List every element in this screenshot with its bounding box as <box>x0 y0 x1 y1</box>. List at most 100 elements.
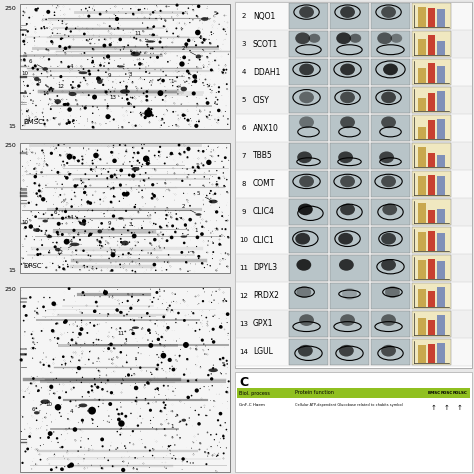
Point <box>96 320 103 328</box>
Point <box>44 46 52 54</box>
Point <box>66 378 74 385</box>
Point <box>28 171 36 179</box>
Point <box>172 455 179 463</box>
Point <box>225 156 232 164</box>
Point <box>26 170 34 177</box>
Point <box>139 69 147 76</box>
Point <box>27 148 34 155</box>
Point <box>210 434 218 441</box>
Point <box>194 29 201 36</box>
Point <box>83 261 91 269</box>
Point <box>195 33 203 41</box>
Point <box>80 51 88 59</box>
Point <box>186 419 193 427</box>
Point <box>77 105 84 113</box>
Point <box>112 181 119 189</box>
Point <box>219 400 226 408</box>
Point <box>95 30 103 38</box>
Point <box>169 190 177 197</box>
Ellipse shape <box>295 32 310 44</box>
Point <box>163 410 171 418</box>
Point <box>133 87 141 95</box>
Point <box>208 336 216 343</box>
Point <box>46 430 54 438</box>
Text: ↑: ↑ <box>444 405 450 411</box>
Point <box>212 54 220 61</box>
Point <box>135 208 142 216</box>
Point <box>79 417 86 424</box>
Point <box>115 416 123 423</box>
Point <box>171 392 179 400</box>
Point <box>109 64 117 72</box>
Point <box>63 353 71 360</box>
Point <box>112 75 120 83</box>
Point <box>46 263 54 271</box>
Point <box>46 32 54 40</box>
Point <box>94 327 102 335</box>
Point <box>85 91 92 99</box>
Point <box>40 160 48 167</box>
Point <box>85 445 92 453</box>
Point <box>127 213 134 220</box>
Point <box>158 333 165 341</box>
Point <box>190 267 198 275</box>
Point <box>51 9 58 16</box>
Point <box>131 42 139 50</box>
Point <box>154 36 161 44</box>
Point <box>118 420 125 428</box>
Point <box>85 266 93 274</box>
Point <box>119 263 127 271</box>
Point <box>205 61 213 68</box>
Point <box>125 59 132 66</box>
Point <box>89 196 96 203</box>
Point <box>115 178 123 185</box>
Text: DPYL3: DPYL3 <box>253 264 277 273</box>
Point <box>162 207 170 214</box>
Point <box>133 292 140 299</box>
Point <box>127 33 134 41</box>
Point <box>205 64 212 71</box>
Point <box>165 187 173 194</box>
Point <box>99 389 106 396</box>
Point <box>220 372 228 379</box>
Point <box>171 327 179 334</box>
Point <box>56 119 64 127</box>
Point <box>178 60 186 68</box>
Point <box>78 319 85 327</box>
Point <box>125 465 132 473</box>
Point <box>156 340 164 347</box>
Point <box>115 122 122 129</box>
Point <box>95 341 102 349</box>
Point <box>46 90 54 98</box>
Point <box>187 260 194 268</box>
Point <box>209 382 216 390</box>
Point <box>141 115 149 122</box>
Point <box>218 262 225 269</box>
Point <box>47 447 55 455</box>
Point <box>201 124 209 132</box>
Point <box>96 374 103 382</box>
Point <box>89 388 97 396</box>
Point <box>189 6 197 13</box>
Point <box>147 77 155 84</box>
Ellipse shape <box>338 233 353 245</box>
Point <box>155 76 162 84</box>
Point <box>138 324 146 332</box>
Text: C: C <box>239 376 248 389</box>
Point <box>40 163 47 170</box>
Point <box>64 328 72 336</box>
Bar <box>428 35 436 55</box>
Point <box>54 169 62 176</box>
Point <box>169 212 176 219</box>
Point <box>50 69 58 76</box>
Point <box>40 349 47 357</box>
Point <box>161 425 168 433</box>
Point <box>164 382 172 390</box>
Bar <box>418 127 426 139</box>
Ellipse shape <box>299 6 314 18</box>
Point <box>157 147 165 155</box>
Point <box>75 82 82 90</box>
Point <box>72 212 80 220</box>
Point <box>89 27 96 34</box>
Point <box>220 67 228 74</box>
